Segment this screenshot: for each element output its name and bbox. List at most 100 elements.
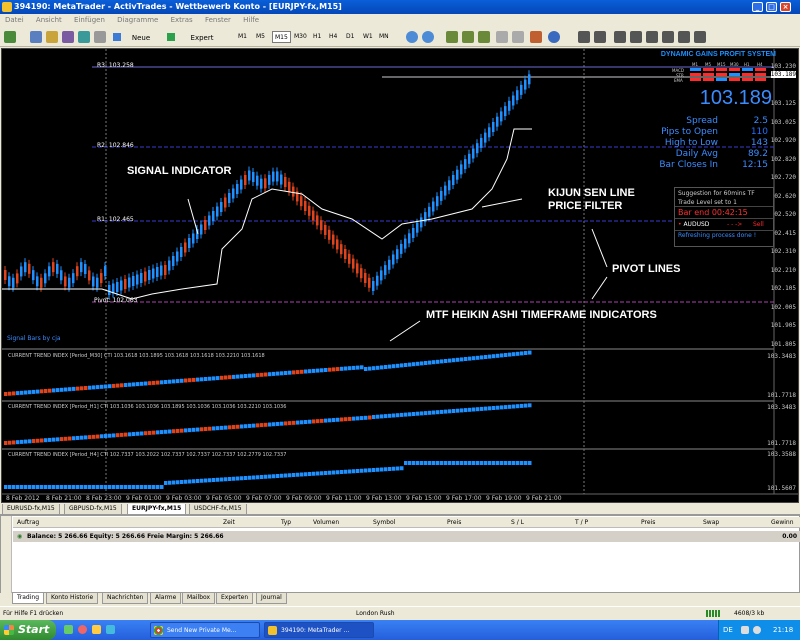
expert-advisors-button[interactable]: Expert Advisors — [164, 30, 230, 56]
task-browser[interactable]: Send New Private Me... — [150, 622, 260, 638]
col-sl[interactable]: S / L — [511, 519, 524, 526]
tab-mailbox[interactable]: Mailbox — [182, 593, 216, 604]
col-order[interactable]: Auftrag — [17, 519, 40, 526]
terminal-icon[interactable] — [78, 31, 90, 43]
cti-bar — [480, 355, 484, 360]
menu-help[interactable]: Hilfe — [243, 16, 260, 24]
cti-bar — [204, 478, 208, 483]
terminal-tabs: Trading Konto Historie Nachrichten Alarm… — [10, 593, 800, 605]
zoom-in-icon[interactable] — [406, 31, 418, 43]
tf-d1[interactable]: D1 — [346, 33, 355, 40]
col-type[interactable]: Typ — [281, 519, 292, 526]
cti-bar — [36, 389, 40, 394]
close-button[interactable]: × — [780, 2, 791, 12]
tf-m15[interactable]: M15 — [272, 31, 291, 43]
tf-m30[interactable]: M30 — [294, 33, 307, 40]
cti-bar — [116, 485, 120, 489]
line-chart-icon[interactable] — [478, 31, 490, 43]
tab-journal[interactable]: Journal — [256, 593, 287, 604]
menu-window[interactable]: Fenster — [204, 16, 231, 24]
task-metatrader[interactable]: 394190: MetaTrader ... — [264, 622, 374, 638]
menu-tools[interactable]: Extras — [170, 16, 193, 24]
channel-icon[interactable] — [662, 31, 674, 43]
quicklaunch-icon[interactable] — [64, 625, 73, 634]
market-watch-icon[interactable] — [46, 31, 58, 43]
tab-gbpusd[interactable]: GBPUSD-fx,M15 — [64, 504, 122, 515]
navigator-icon[interactable] — [62, 31, 74, 43]
time-axis-label: 9 Feb 21:00 — [526, 495, 562, 502]
tab-experts[interactable]: Experten — [216, 593, 254, 604]
cti-bar — [160, 380, 164, 385]
cti-bar — [48, 485, 52, 489]
menu-view[interactable]: Ansicht — [35, 16, 62, 24]
new-order-button[interactable]: Neue Order — [110, 30, 162, 56]
autoscroll-icon[interactable] — [496, 31, 508, 43]
tf-h4[interactable]: H4 — [329, 33, 338, 40]
col-swap[interactable]: Swap — [703, 519, 720, 526]
zoom-out-icon[interactable] — [422, 31, 434, 43]
tab-trading[interactable]: Trading — [12, 593, 45, 604]
col-price[interactable]: Preis — [447, 519, 462, 526]
tab-eurusd[interactable]: EURUSD-fx,M15 — [2, 504, 60, 515]
tf-w1[interactable]: W1 — [363, 33, 373, 40]
col-profit[interactable]: Gewinn — [771, 519, 794, 526]
periods-icon[interactable] — [548, 31, 560, 43]
maximize-button[interactable]: □ — [766, 2, 777, 12]
tab-news[interactable]: Nachrichten — [102, 593, 149, 604]
stat-label: Bar Closes In — [659, 160, 718, 170]
bar-chart-icon[interactable] — [446, 31, 458, 43]
cursor-icon[interactable] — [578, 31, 590, 43]
balance-row[interactable]: ◉ Balance: 5 266.66 Equity: 5 266.66 Fre… — [13, 531, 800, 542]
new-chart-icon[interactable] — [4, 31, 16, 43]
cti-bar — [60, 437, 64, 442]
cti-bar — [8, 440, 12, 445]
quicklaunch-browser-icon[interactable] — [78, 625, 87, 634]
start-button[interactable]: Start — [0, 620, 56, 640]
cti-bar — [176, 480, 180, 485]
tab-usdchf[interactable]: USDCHF-fx,M15 — [189, 504, 247, 515]
language-indicator[interactable]: DE — [723, 626, 733, 634]
chart-shift-icon[interactable] — [512, 31, 524, 43]
cti-bar — [332, 470, 336, 475]
trendline-icon[interactable] — [646, 31, 658, 43]
cti-bar — [328, 418, 332, 423]
tab-alerts[interactable]: Alarme — [150, 593, 182, 604]
fibonacci-icon[interactable] — [678, 31, 690, 43]
cti-bar — [104, 384, 108, 389]
col-volume[interactable]: Volumen — [313, 519, 340, 526]
tab-account-history[interactable]: Konto Historie — [46, 593, 99, 604]
text-tool-icon[interactable] — [694, 31, 706, 43]
tf-m1[interactable]: M1 — [238, 33, 247, 40]
horizontal-line-icon[interactable] — [630, 31, 642, 43]
col-symbol[interactable]: Symbol — [373, 519, 396, 526]
tf-h1[interactable]: H1 — [313, 33, 322, 40]
network-icon[interactable] — [741, 626, 749, 634]
quicklaunch-folder-icon[interactable] — [92, 625, 101, 634]
volume-icon[interactable] — [753, 626, 761, 634]
tf-m5[interactable]: M5 — [256, 33, 265, 40]
candle-body — [136, 274, 139, 285]
quicklaunch-app-icon[interactable] — [106, 625, 115, 634]
crosshair-icon[interactable] — [594, 31, 606, 43]
chart-window[interactable]: SIGNAL INDICATOR KIJUN SEN LINE PRICE FI… — [1, 48, 799, 503]
menu-insert[interactable]: Einfügen — [74, 16, 105, 24]
tester-icon[interactable] — [94, 31, 106, 43]
profiles-icon[interactable] — [30, 31, 42, 43]
tab-eurjpy[interactable]: EURJPY-fx,M15 — [127, 504, 187, 515]
candle-chart-icon[interactable] — [462, 31, 474, 43]
signal-cell — [742, 78, 753, 81]
menu-file[interactable]: Datei — [5, 16, 24, 24]
minimize-button[interactable]: _ — [752, 2, 763, 12]
menu-charts[interactable]: Diagramme — [117, 16, 159, 24]
indicators-icon[interactable] — [530, 31, 542, 43]
col-tp[interactable]: T / P — [575, 519, 589, 526]
col-price2[interactable]: Preis — [641, 519, 656, 526]
tf-mn[interactable]: MN — [379, 33, 389, 40]
cti-bar — [456, 408, 460, 413]
candle-body — [84, 263, 87, 274]
col-time[interactable]: Zeit — [223, 519, 235, 526]
cti-bar — [132, 432, 136, 437]
cti-bar — [88, 435, 92, 440]
cti-bar — [128, 485, 132, 489]
vertical-line-icon[interactable] — [614, 31, 626, 43]
